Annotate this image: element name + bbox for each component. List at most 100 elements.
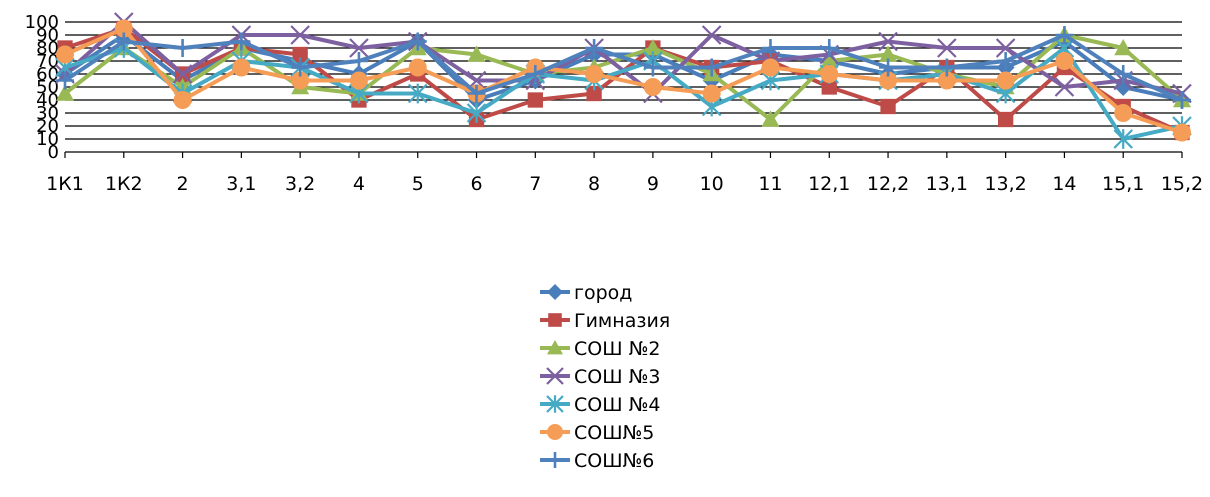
x-tick-label: 6 xyxy=(470,173,482,195)
data-point xyxy=(643,58,662,77)
legend: город Гимназия СОШ №2 СОШ №3 СОШ №4 СОШ№5 СОШ№… xyxy=(540,282,670,472)
data-point xyxy=(996,71,1015,90)
data-point xyxy=(586,85,602,102)
data-point xyxy=(761,39,780,57)
x-tick-label: 15,1 xyxy=(1102,173,1144,195)
data-point xyxy=(821,79,837,95)
y-tick-label: 60 xyxy=(36,64,59,85)
y-tick-label: 70 xyxy=(36,51,59,72)
data-point xyxy=(291,58,310,77)
legend-label: СОШ №3 xyxy=(574,366,660,388)
data-point xyxy=(761,58,780,77)
data-point xyxy=(997,111,1014,128)
data-point xyxy=(349,52,368,70)
data-point xyxy=(937,38,957,58)
y-tick-label: 0 xyxy=(48,142,59,163)
data-point xyxy=(467,45,486,62)
legend-marker xyxy=(547,284,563,300)
series-7 xyxy=(56,26,1191,109)
data-point xyxy=(702,84,721,103)
legend-item: город xyxy=(540,282,632,304)
series-line xyxy=(64,46,1183,141)
data-point xyxy=(56,45,74,64)
data-point xyxy=(526,65,545,83)
data-point xyxy=(292,46,308,63)
x-tick-label: 3,1 xyxy=(226,173,256,195)
data-point xyxy=(56,84,74,101)
x-tick-label: 4 xyxy=(353,173,365,195)
legend-marker xyxy=(546,367,564,385)
data-point xyxy=(701,25,722,45)
data-point xyxy=(172,64,193,84)
data-point xyxy=(878,31,898,52)
data-point xyxy=(291,71,310,90)
data-point xyxy=(1054,77,1075,97)
y-tick-label: 50 xyxy=(36,77,59,98)
data-point xyxy=(995,38,1016,58)
data-point xyxy=(937,71,956,90)
data-point xyxy=(232,58,251,77)
x-tick-label: 8 xyxy=(588,173,600,195)
x-tick-label: 12,1 xyxy=(808,173,850,195)
x-tick-label: 5 xyxy=(412,173,424,195)
data-point xyxy=(879,45,898,62)
data-point xyxy=(466,103,487,123)
x-tick-label: 13,2 xyxy=(984,173,1026,195)
data-point xyxy=(1055,52,1074,70)
legend-label: СОШ№5 xyxy=(574,422,654,444)
data-point xyxy=(408,58,427,77)
data-point xyxy=(702,58,721,77)
data-point xyxy=(114,19,133,38)
data-point xyxy=(232,32,251,51)
x-tick-label: 2 xyxy=(177,173,189,195)
series-line xyxy=(64,26,1183,135)
x-tick-label: 13,1 xyxy=(926,173,968,195)
data-point xyxy=(1173,123,1191,142)
data-point xyxy=(820,65,839,83)
x-tick-label: 10 xyxy=(700,173,724,195)
legend-item: СОШ №2 xyxy=(540,338,660,360)
x-tick-label: 7 xyxy=(529,173,541,195)
data-point xyxy=(1114,104,1133,122)
x-tick-label: 14 xyxy=(1052,173,1076,195)
series-group xyxy=(55,12,1192,149)
data-point xyxy=(585,39,604,57)
data-point xyxy=(996,52,1015,70)
y-tick-label: 20 xyxy=(36,116,59,137)
y-tick-label: 90 xyxy=(36,25,59,46)
data-point xyxy=(349,38,369,58)
legend-marker xyxy=(548,313,562,327)
x-tick-label: 3,2 xyxy=(285,173,315,195)
legend-label: СОШ №2 xyxy=(574,338,660,360)
data-point xyxy=(527,92,543,108)
data-point xyxy=(114,32,133,51)
legend-marker xyxy=(547,340,563,355)
data-point xyxy=(408,32,427,51)
data-point xyxy=(173,39,192,57)
data-point xyxy=(585,65,604,83)
legend-item: Гимназия xyxy=(540,310,670,332)
x-tick-label: 9 xyxy=(647,173,659,195)
y-tick-label: 40 xyxy=(36,90,59,111)
x-tick-label: 11 xyxy=(758,173,782,195)
legend-label: город xyxy=(574,282,632,304)
data-point xyxy=(1055,26,1074,44)
x-tick-label: 12,2 xyxy=(867,173,909,195)
y-tick-label: 10 xyxy=(36,129,59,150)
data-point xyxy=(643,39,662,56)
data-point xyxy=(407,83,428,104)
y-tick-label: 80 xyxy=(36,38,59,59)
data-point xyxy=(467,84,486,103)
data-point xyxy=(820,39,839,57)
data-point xyxy=(820,52,839,69)
x-tick-label: 15,2 xyxy=(1161,173,1203,195)
legend-marker xyxy=(546,395,564,413)
legend-marker xyxy=(547,452,563,468)
data-point xyxy=(880,98,896,115)
legend-label: СОШ№6 xyxy=(574,450,654,472)
y-tick-label: 100 xyxy=(25,12,59,33)
data-point xyxy=(1173,91,1191,109)
legend-item: СОШ №4 xyxy=(540,394,660,416)
series-line xyxy=(63,33,1183,102)
